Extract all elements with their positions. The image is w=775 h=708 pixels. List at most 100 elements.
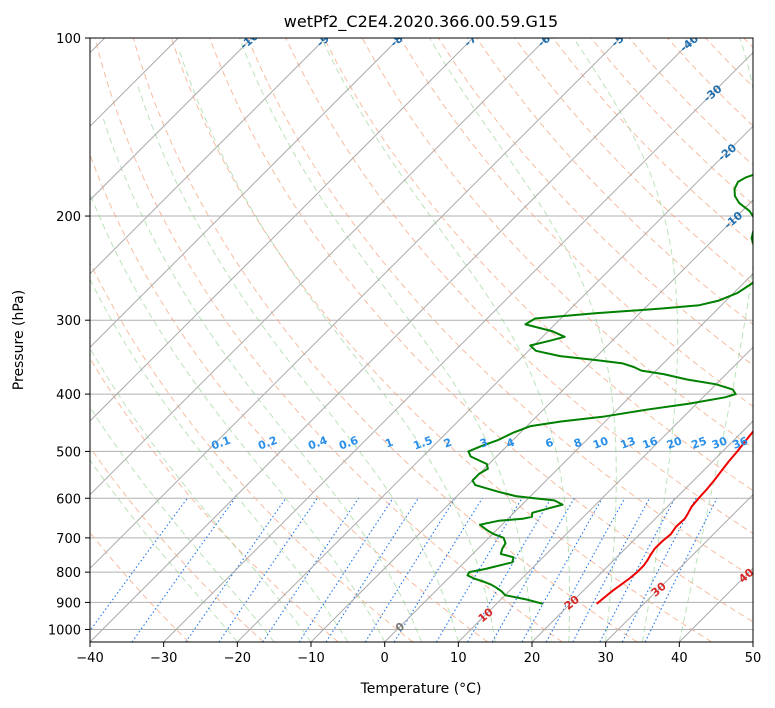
isotherm-line <box>457 346 753 642</box>
mixing-ratio-line <box>131 497 236 642</box>
mixing-ratio-line <box>90 497 188 632</box>
isotherm-line <box>678 567 753 642</box>
mixing-ratio-line <box>545 498 626 642</box>
plot-area: 0.1 0.2 0.4 0.6 1 1.5 2 3 4 6 8 10 13 16 20 25 30 36-100-… <box>90 27 753 642</box>
moist-adiabat <box>178 50 496 642</box>
isotherm-line <box>90 38 253 201</box>
moist-adiabat <box>90 406 275 642</box>
mixing-ratio-label: 36 <box>731 434 750 452</box>
x-tick-label: −10 <box>297 651 324 666</box>
isotherm-label: -90 <box>314 27 338 50</box>
y-tick-label: 1000 <box>48 623 81 638</box>
moist-adiabat <box>90 347 312 642</box>
isotherm-label: -70 <box>462 27 486 50</box>
x-tick-label: 30 <box>597 651 614 666</box>
y-tick-label: 700 <box>56 532 81 547</box>
mixing-ratio-lines <box>90 497 718 642</box>
dry-adiabat <box>743 38 753 49</box>
x-axis-ticks: −40 −30 −20 −10 0 10 20 30 40 50 <box>76 642 761 666</box>
isotherm-line <box>605 493 753 642</box>
mixing-ratio-line <box>262 497 360 642</box>
mixing-ratio-label: 6 <box>544 436 556 451</box>
moist-adiabats <box>90 38 753 642</box>
profile-lines <box>466 173 753 605</box>
dry-adiabat <box>247 38 753 578</box>
dry-adiabat <box>667 38 753 127</box>
dewpoint-profile-line <box>466 173 753 605</box>
x-tick-label: −30 <box>150 651 177 666</box>
y-tick-label: 400 <box>56 388 81 403</box>
dry-adiabat <box>514 38 753 285</box>
dry-adiabat <box>90 261 414 642</box>
mixing-ratio-line <box>218 497 318 642</box>
dry-adiabat <box>90 357 339 642</box>
isotherm-line <box>90 38 400 349</box>
isotherm-line <box>90 38 327 275</box>
mixing-ratio-label: 1.5 <box>412 434 435 453</box>
isotherm-line <box>90 38 548 496</box>
chart-title: wetPf2_C2E4.2020.366.00.59.G15 <box>284 12 558 32</box>
x-tick-label: −40 <box>76 651 103 666</box>
mixing-ratio-label: 2 <box>442 436 454 451</box>
y-axis-ticks: 100 200 300 400 500 600 700 800 900 1000 <box>48 32 90 638</box>
mixing-ratio-label: 0.4 <box>306 434 329 453</box>
temperature-profile-line <box>596 430 753 605</box>
dry-adiabat <box>90 531 190 642</box>
moist-adiabat <box>321 38 571 642</box>
dry-adiabat <box>705 38 753 88</box>
isotherm-line <box>236 125 753 642</box>
y-tick-label: 500 <box>56 445 81 460</box>
y-tick-label: 800 <box>56 566 81 581</box>
isotherm-line <box>752 641 753 642</box>
mixing-ratio-label: 30 <box>710 434 729 452</box>
isotherm-line <box>90 38 474 422</box>
moist-adiabat <box>90 278 349 642</box>
mixing-ratio-line <box>644 498 718 642</box>
mixing-ratio-label: 13 <box>619 434 638 451</box>
mixing-ratio-line <box>393 498 483 642</box>
moist-adiabat <box>678 38 753 642</box>
moist-adiabat <box>90 459 238 642</box>
plot-frame <box>89 37 754 643</box>
isotherm-lines <box>90 38 753 642</box>
isotherm-label: -50 <box>609 27 633 50</box>
isotherm-label: -60 <box>535 27 559 50</box>
dry-adiabat <box>132 38 638 642</box>
mixing-ratio-label: 0.1 <box>210 434 233 453</box>
mixing-ratio-label: 20 <box>665 434 684 452</box>
dry-adiabat <box>590 38 753 206</box>
x-axis-label: Temperature (°C) <box>360 681 482 697</box>
mixing-ratio-label: 1 <box>383 436 395 451</box>
x-tick-label: 0 <box>381 651 389 666</box>
mixing-ratio-label: 8 <box>572 436 584 451</box>
isotherm-line <box>90 38 695 642</box>
mixing-ratio-label: 25 <box>690 434 709 451</box>
moist-adiabat <box>90 192 386 642</box>
moist-adiabat <box>137 84 459 642</box>
dry-adiabat <box>285 38 753 535</box>
mixing-ratio-label: 0.2 <box>256 434 279 453</box>
dry-adiabat <box>437 38 753 366</box>
mixing-ratio-label: 10 <box>591 434 610 452</box>
x-tick-label: 40 <box>671 651 688 666</box>
dry-adiabat <box>476 38 753 326</box>
mixing-ratio-label: 16 <box>641 434 660 452</box>
isotherm-line <box>384 272 753 642</box>
mixing-ratio-line <box>599 498 676 642</box>
dry-adiabat <box>170 38 712 642</box>
moist-adiabat <box>101 114 422 642</box>
dry-adiabat <box>209 38 753 623</box>
dry-adiabat <box>90 153 488 642</box>
mixing-ratio-label: 4 <box>505 436 517 451</box>
y-tick-label: 300 <box>56 314 81 329</box>
mixing-ratio-label: 0.6 <box>337 434 360 453</box>
y-tick-label: 900 <box>56 596 81 611</box>
y-axis-label: Pressure (hPa) <box>11 290 27 390</box>
x-tick-label: 20 <box>524 651 541 666</box>
mixing-ratio-line <box>364 498 456 642</box>
moist-adiabat <box>573 38 679 642</box>
mixing-ratio-label: 3 <box>478 436 490 451</box>
x-tick-label: 50 <box>745 651 762 666</box>
dry-adiabat <box>94 38 563 642</box>
